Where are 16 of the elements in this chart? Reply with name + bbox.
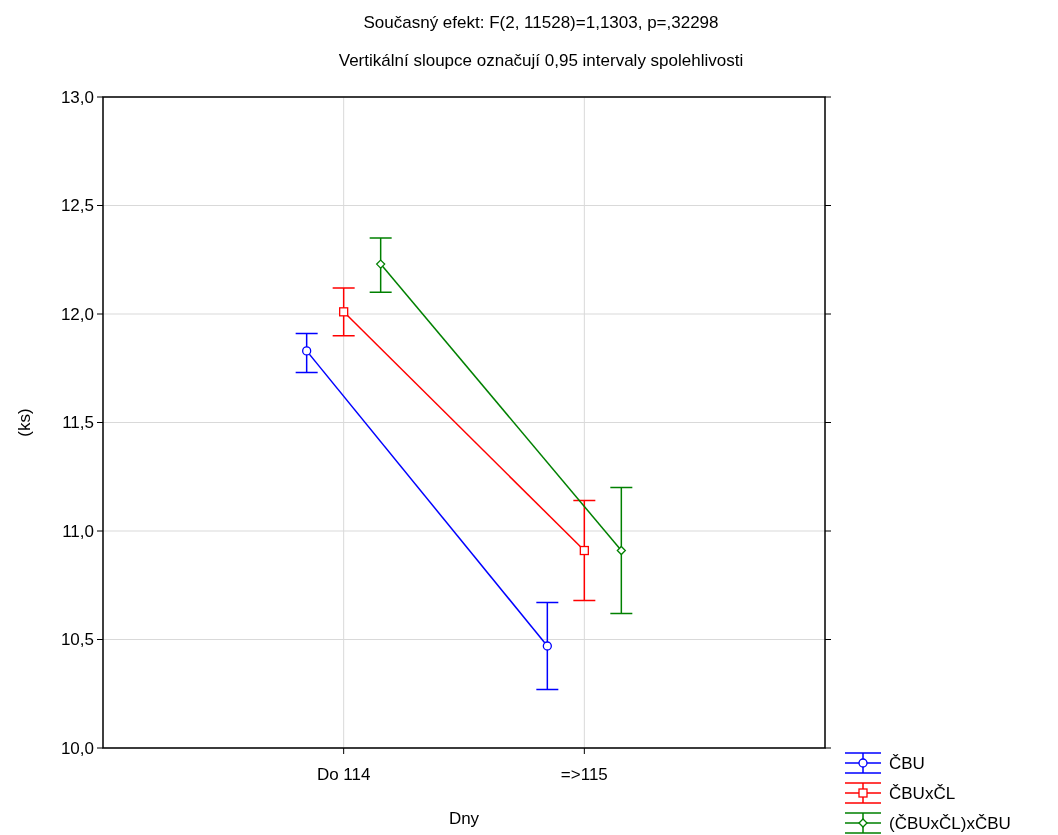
y-tick-label: 12,5 <box>60 196 94 216</box>
y-tick-label: 11,0 <box>62 521 94 541</box>
x-tick-label: =>115 <box>560 765 608 784</box>
y-tick-label: 10,5 <box>60 630 94 650</box>
y-axis-title: (ks) <box>15 408 34 437</box>
legend-label: ČBU <box>889 753 925 773</box>
chart-title: Současný efekt: F(2, 11528)=1,1303, p=,32298 <box>363 13 719 32</box>
legend-label: ČBUxČL <box>889 783 956 803</box>
y-tick-label: 11,5 <box>62 413 94 433</box>
x-axis-title: Dny <box>448 809 480 828</box>
legend-label: (ČBUxČL)xČBU <box>889 813 1011 833</box>
x-tick-label: Do 114 <box>316 765 371 784</box>
y-tick-label: 10,0 <box>60 738 94 758</box>
y-tick-label: 13,0 <box>60 87 94 107</box>
y-tick-label: 12,0 <box>60 304 94 324</box>
chart-subtitle: Vertikální sloupce označují 0,95 intervaly spolehlivosti <box>338 51 744 70</box>
